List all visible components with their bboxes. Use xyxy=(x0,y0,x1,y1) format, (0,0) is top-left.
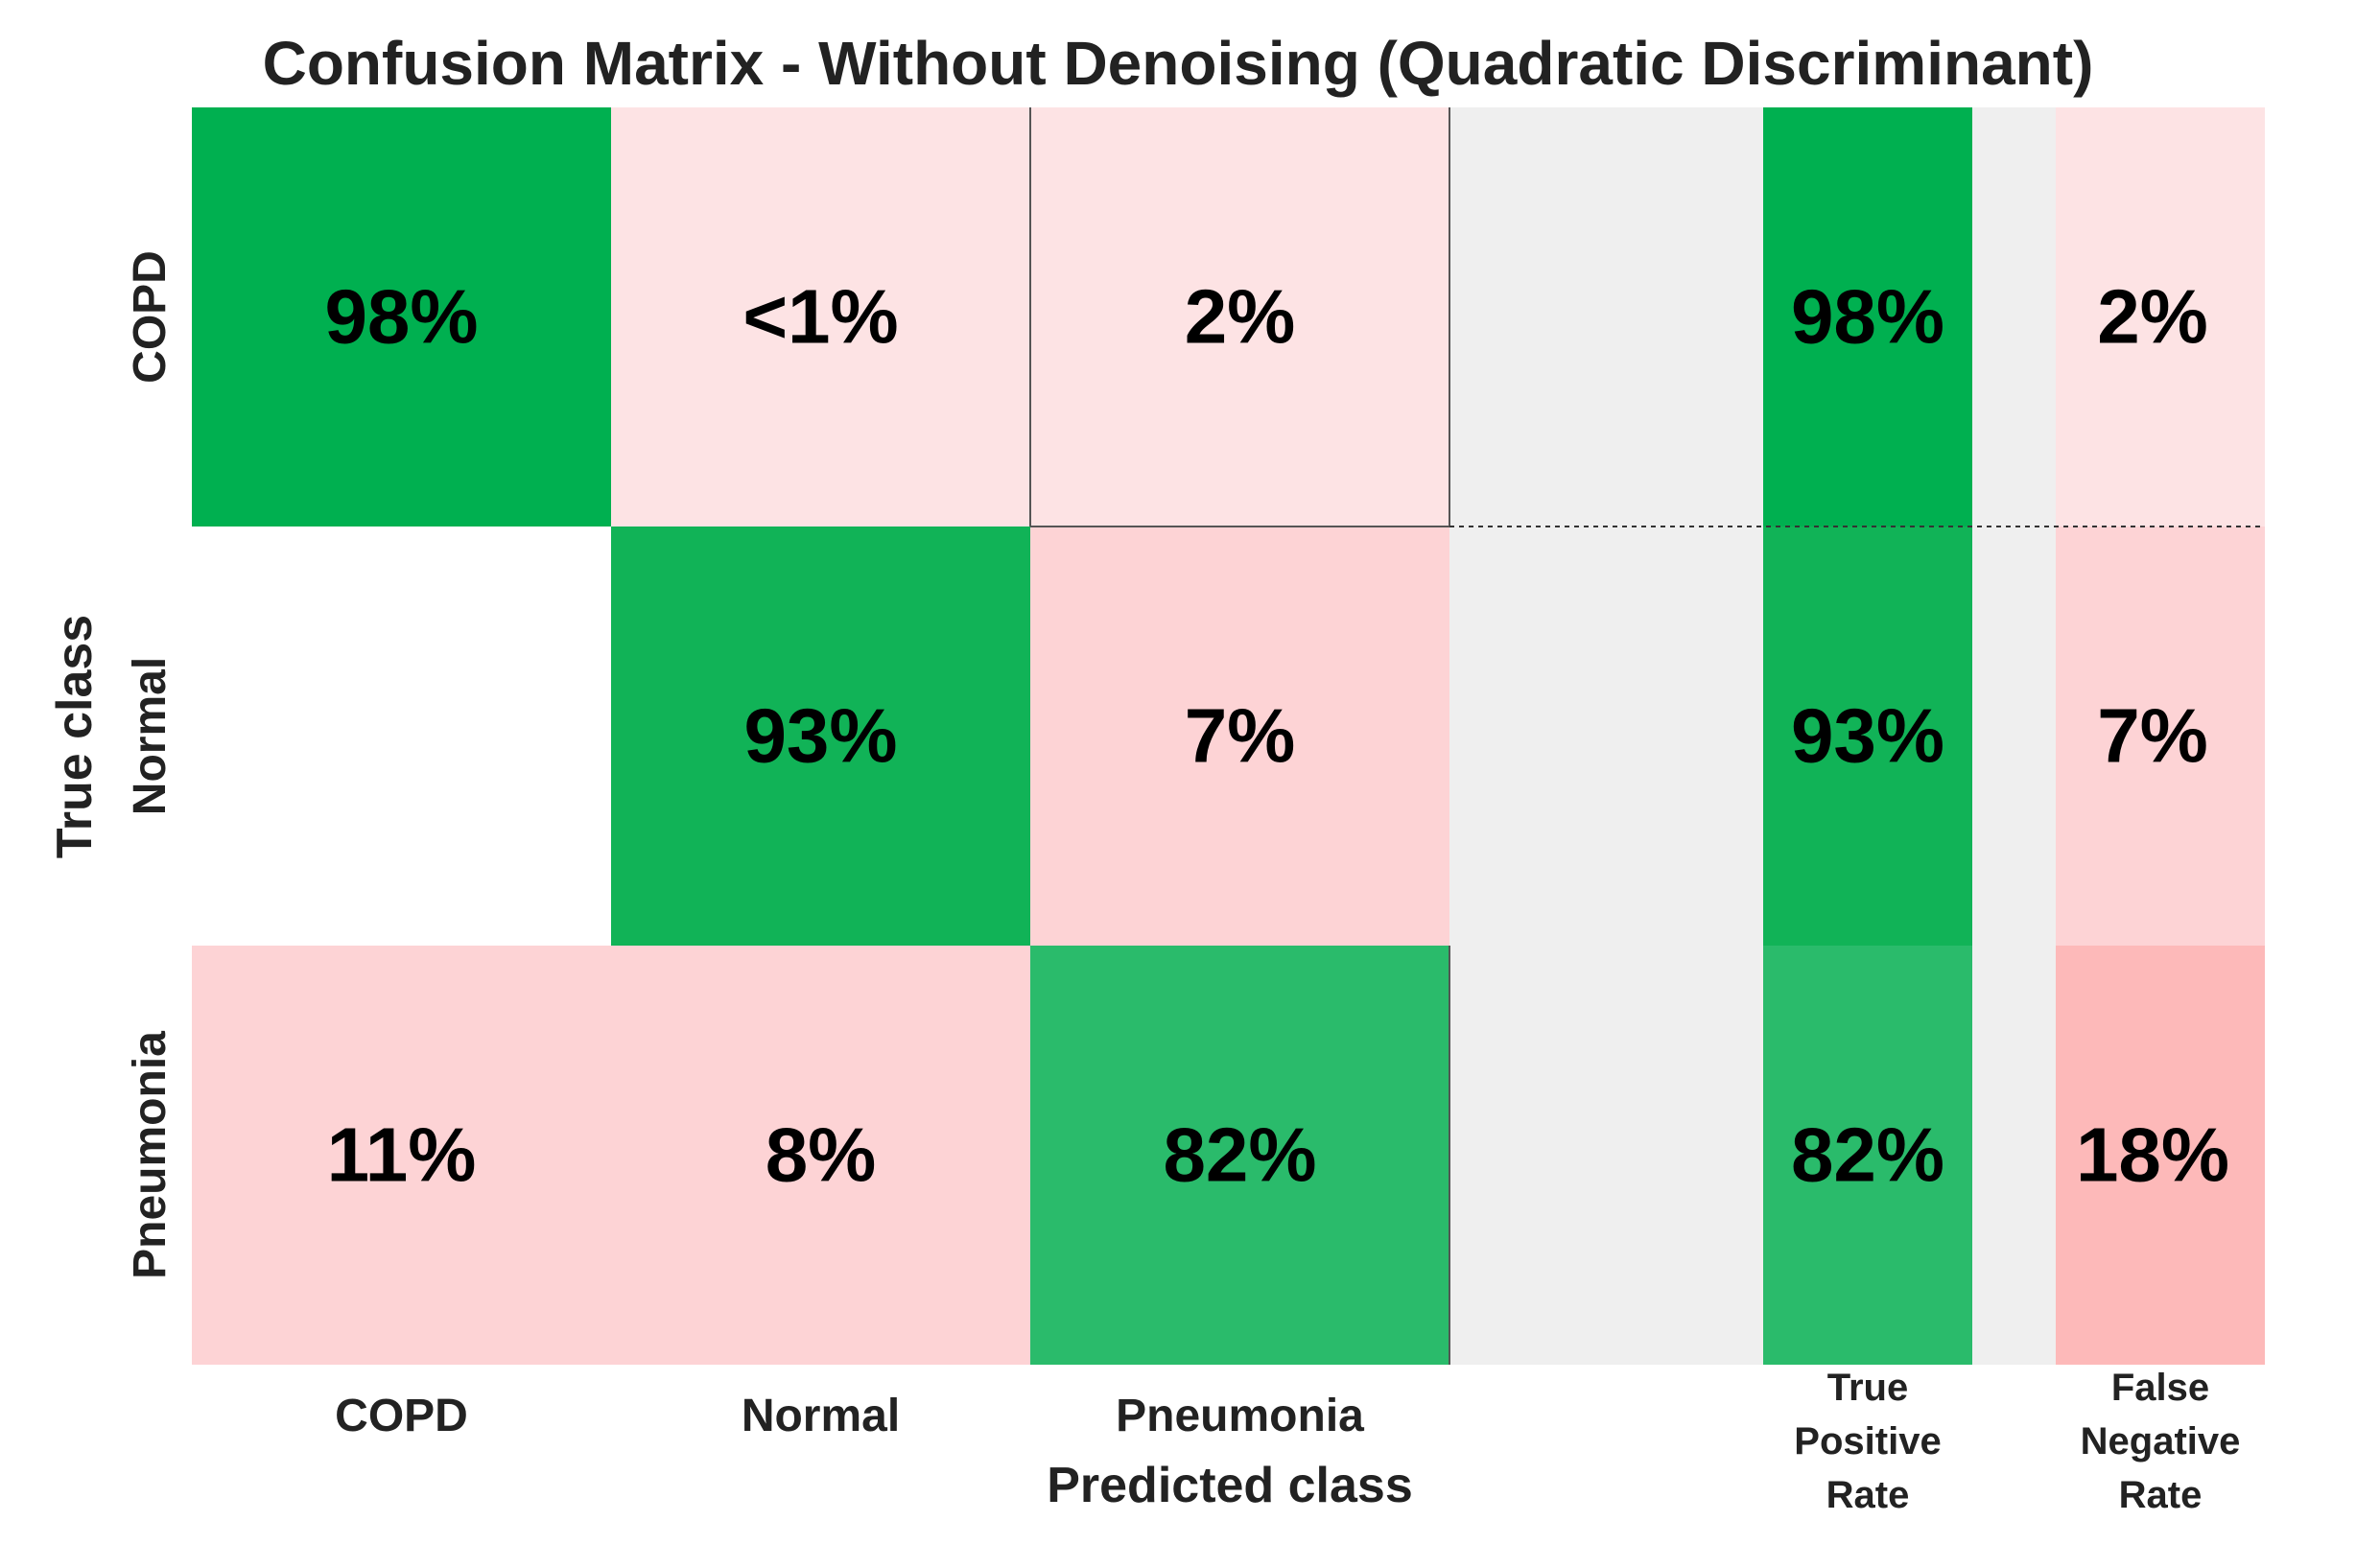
x-tick-label: Normal xyxy=(742,1391,900,1441)
x-tick-label: COPD xyxy=(335,1391,468,1441)
matrix-cell xyxy=(1030,946,1449,1365)
cell-value-label: 93% xyxy=(743,693,897,779)
matrix-cell xyxy=(192,107,611,527)
summary-gap-region xyxy=(1972,107,2056,1365)
fnr-cell xyxy=(2056,527,2265,946)
x-axis-label: Predicted class xyxy=(1047,1458,1413,1513)
matrix-cell xyxy=(192,946,611,1365)
y-tick-label: Normal xyxy=(125,657,176,815)
fnr-header-line: False xyxy=(2111,1367,2209,1409)
fnr-cell xyxy=(2056,107,2265,527)
tpr-header-line: Rate xyxy=(1826,1474,1910,1516)
cell-value-label: 98% xyxy=(324,274,478,360)
cell-value-label: 8% xyxy=(766,1112,877,1198)
fnr-header-line: Rate xyxy=(2119,1474,2203,1516)
grid-layer xyxy=(1029,107,2265,1365)
cell-value-label: 11% xyxy=(327,1112,477,1198)
tpr-header-line: Positive xyxy=(1794,1420,1941,1463)
matrix-cell xyxy=(611,946,1030,1365)
cells-layer xyxy=(192,107,2265,1365)
fnr-value-label: 7% xyxy=(2097,693,2208,779)
cell-value-label: 82% xyxy=(1163,1112,1316,1198)
matrix-cell xyxy=(1030,527,1449,946)
tpr-header-line: True xyxy=(1827,1367,1908,1409)
labels-layer: 98% <1% 2% 93% 7% 11% 8% 82% 98% 93% 82% True Positi… xyxy=(125,250,2240,1516)
y-axis-label: True class xyxy=(47,615,103,858)
fnr-cell xyxy=(2056,946,2265,1365)
cell-value-label: <1% xyxy=(742,274,898,360)
tpr-value-label: 98% xyxy=(1791,274,1944,360)
tpr-cell xyxy=(1763,946,1972,1365)
tpr-value-label: 93% xyxy=(1791,693,1944,779)
matrix-cell xyxy=(611,527,1030,946)
cell-value-label: 2% xyxy=(1185,274,1296,360)
fnr-value-label: 18% xyxy=(2076,1112,2229,1198)
fnr-value-label: 2% xyxy=(2097,274,2208,360)
tpr-value-label: 82% xyxy=(1791,1112,1944,1198)
y-tick-label: Pneumonia xyxy=(125,1031,176,1279)
cell-value-label: 7% xyxy=(1185,693,1296,779)
matrix-cell xyxy=(611,107,1030,527)
tpr-cell xyxy=(1763,107,1972,527)
fnr-header-line: Negative xyxy=(2081,1420,2241,1463)
y-tick-label: COPD xyxy=(125,250,176,384)
chart-title: Confusion Matrix - Without Denoising (Qu… xyxy=(263,29,2094,98)
gap-region xyxy=(1449,107,1763,1365)
tpr-cell xyxy=(1763,527,1972,946)
matrix-cell xyxy=(192,527,611,946)
matrix-cell xyxy=(1030,107,1449,527)
x-tick-label: Pneumonia xyxy=(1116,1391,1364,1441)
